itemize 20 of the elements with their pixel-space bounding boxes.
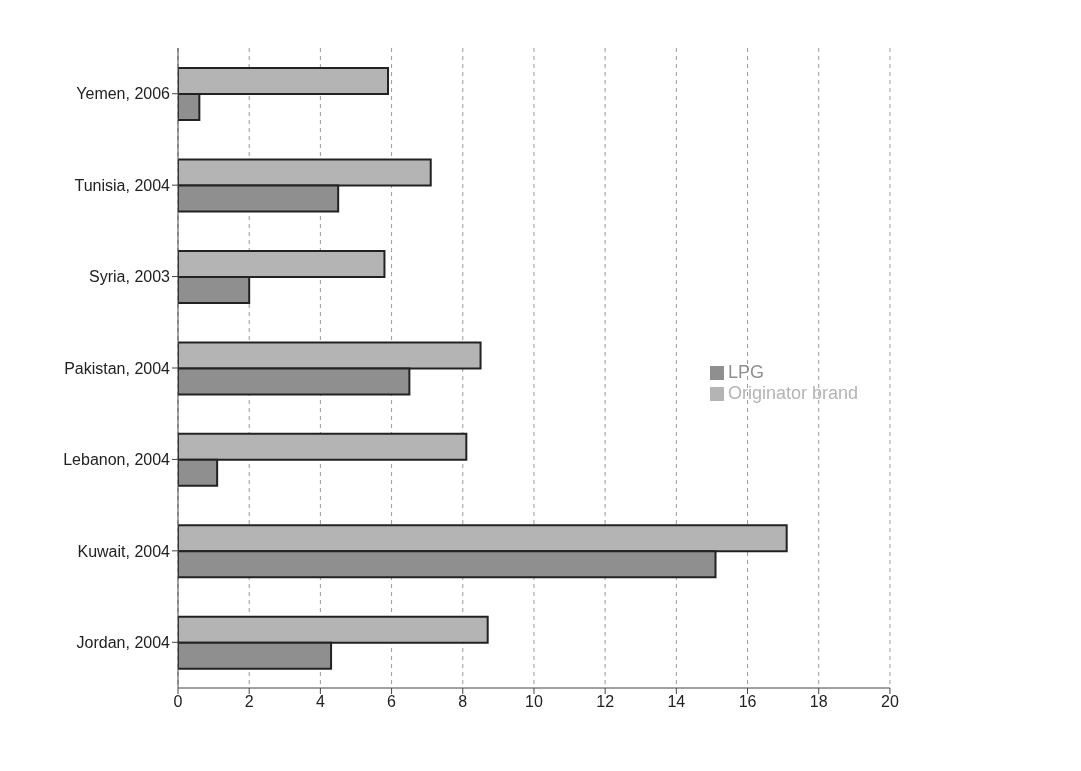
x-tick-label: 8: [458, 693, 468, 711]
x-tick-label: 12: [596, 693, 615, 711]
x-tick-label: 2: [244, 693, 254, 711]
x-tick-label: 4: [315, 693, 325, 711]
y-tick-label: Syria, 2003: [89, 268, 171, 286]
x-tick-label: 18: [809, 693, 828, 711]
y-tick-label: Yemen, 2006: [76, 85, 171, 103]
y-tick-label: Lebanon, 2004: [63, 451, 171, 469]
legend-label: Originator brand: [727, 383, 858, 403]
legend-label: LPG: [727, 362, 764, 382]
y-tick-label: Pakistan, 2004: [64, 359, 171, 377]
y-tick-label: Jordan, 2004: [76, 633, 171, 651]
x-tick-label: 16: [738, 693, 757, 711]
x-tick-label: 6: [387, 693, 397, 711]
x-tick-label: 20: [881, 693, 899, 711]
y-tick-label: Tunisia, 2004: [74, 176, 171, 194]
x-tick-label: 10: [525, 693, 543, 711]
y-tick-label: Kuwait, 2004: [77, 542, 171, 560]
x-tick-label: 0: [173, 693, 183, 711]
x-tick-label: 14: [667, 693, 686, 711]
